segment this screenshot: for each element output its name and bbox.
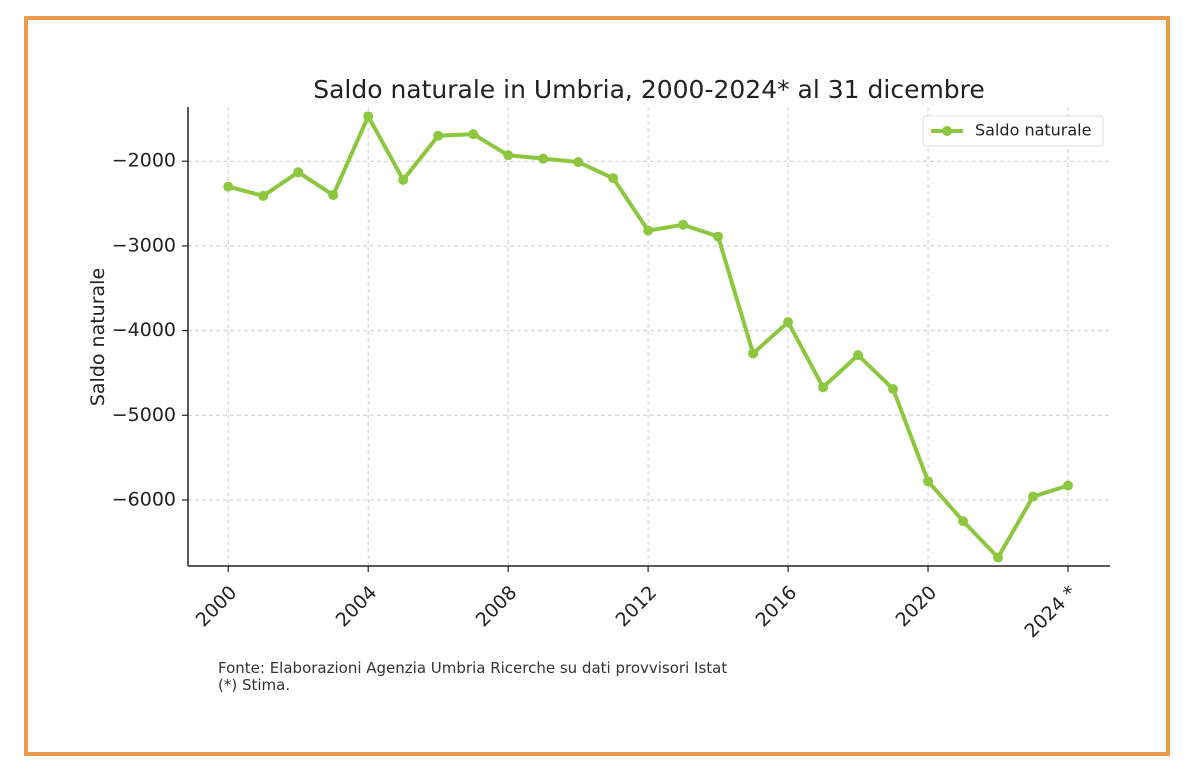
source-note: Fonte: Elaborazioni Agenzia Umbria Ricer… bbox=[218, 659, 728, 677]
data-point bbox=[468, 129, 479, 140]
x-tick-label: 2020 bbox=[891, 582, 941, 632]
data-point bbox=[503, 150, 514, 161]
legend: Saldo naturale bbox=[922, 115, 1104, 147]
data-point bbox=[678, 219, 689, 230]
x-tick-label: 2000 bbox=[192, 582, 242, 632]
x-tick-label: 2016 bbox=[751, 582, 801, 632]
y-tick-label: −4000 bbox=[112, 319, 176, 341]
axes bbox=[187, 107, 1110, 567]
y-tick-label: −6000 bbox=[112, 488, 176, 510]
data-point bbox=[258, 190, 269, 201]
data-point bbox=[643, 225, 654, 236]
data-point bbox=[993, 552, 1004, 563]
data-point bbox=[1028, 491, 1039, 502]
chart-title: Saldo naturale in Umbria, 2000-2024* al … bbox=[313, 75, 985, 104]
y-ticks: −2000 −3000 −4000 −5000 −6000 bbox=[112, 150, 188, 510]
data-point bbox=[538, 153, 549, 164]
data-point bbox=[608, 173, 619, 184]
data-point bbox=[888, 384, 899, 395]
data-point bbox=[223, 181, 234, 192]
y-tick-label: −2000 bbox=[112, 150, 176, 172]
data-point bbox=[853, 350, 864, 361]
data-point bbox=[363, 111, 374, 122]
data-point bbox=[328, 190, 339, 201]
y-tick-label: −3000 bbox=[112, 234, 176, 256]
data-point bbox=[783, 317, 794, 328]
data-point bbox=[958, 516, 969, 527]
data-point bbox=[573, 157, 584, 168]
y-axis-label: Saldo naturale bbox=[87, 268, 109, 406]
data-point bbox=[293, 167, 304, 178]
data-point bbox=[398, 174, 409, 185]
legend-marker bbox=[942, 126, 952, 136]
series-group bbox=[223, 111, 1074, 563]
data-point bbox=[818, 382, 829, 393]
x-tick-label: 2024 * bbox=[1020, 582, 1081, 643]
legend-box bbox=[922, 115, 1104, 147]
grid bbox=[188, 107, 1110, 566]
x-tick-label: 2012 bbox=[612, 582, 662, 632]
legend-label: Saldo naturale bbox=[975, 121, 1091, 140]
series-line bbox=[226, 114, 1071, 560]
data-point bbox=[713, 231, 724, 242]
x-tick-label: 2008 bbox=[472, 582, 522, 632]
x-tick-label: 2004 bbox=[332, 582, 382, 632]
data-point bbox=[923, 476, 934, 487]
data-point bbox=[433, 130, 444, 141]
y-tick-label: −5000 bbox=[112, 404, 176, 426]
x-ticks: 2000 2004 2008 2012 2016 2020 2024 * bbox=[192, 566, 1081, 643]
data-point bbox=[1063, 480, 1074, 491]
data-point bbox=[748, 348, 759, 359]
estimate-note: (*) Stima. bbox=[218, 676, 291, 694]
